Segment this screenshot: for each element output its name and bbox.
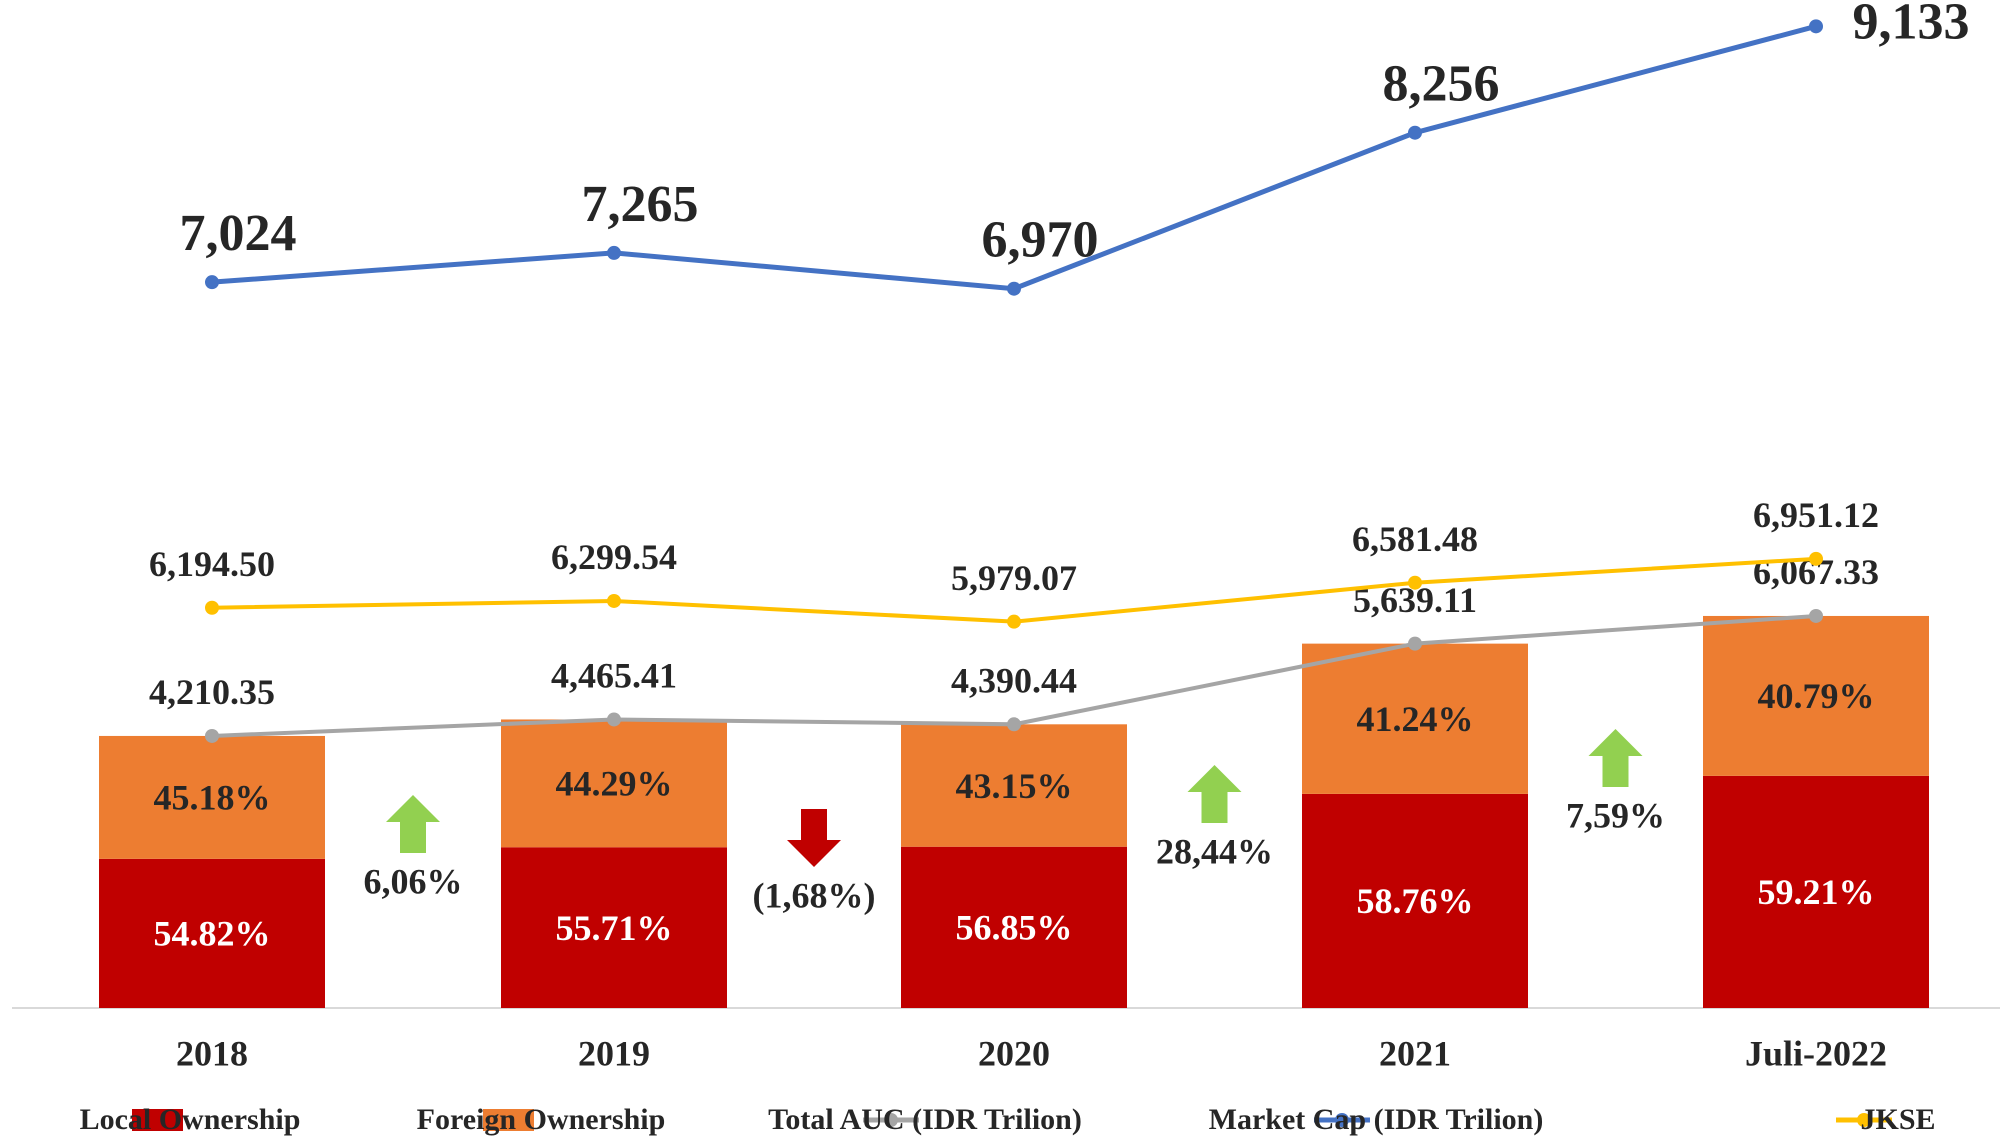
annotation: 28,44%	[1156, 831, 1273, 871]
legend-label: Local Ownership	[80, 1103, 301, 1136]
bar-label: 40.79%	[1758, 676, 1875, 716]
bar-segment	[501, 847, 727, 1008]
bar-segment	[901, 846, 1127, 1008]
bar-label: 58.76%	[1357, 881, 1474, 921]
bar-segment	[99, 858, 325, 1008]
legend-swatch	[1335, 1113, 1349, 1127]
line-point	[1007, 281, 1021, 296]
line-label: 5,979.07	[951, 558, 1077, 598]
line-point	[205, 275, 219, 290]
line-label: 4,210.35	[149, 672, 275, 712]
line-point	[1809, 19, 1823, 34]
bar-label: 56.85%	[956, 908, 1073, 948]
bar-segment	[1703, 775, 1929, 1008]
line-label: 8,256	[1383, 56, 1500, 113]
x-tick-label: Juli-2022	[1745, 1033, 1887, 1073]
line-point	[607, 712, 621, 727]
legend-swatch	[483, 1109, 534, 1131]
line-point	[1809, 551, 1823, 566]
line-label: 6,951.12	[1753, 495, 1879, 535]
legend-label: Total AUC (IDR Trilion)	[768, 1103, 1082, 1136]
legend-label: Market Cap (IDR Trilion)	[1209, 1103, 1544, 1136]
line-label: 7,265	[582, 176, 699, 233]
line-point	[607, 245, 621, 260]
line-label: 6,194.50	[149, 544, 275, 584]
bar-label: 44.29%	[556, 764, 673, 804]
line-point	[1007, 614, 1021, 629]
bar-segment	[1703, 615, 1929, 776]
legend-swatch	[1857, 1113, 1871, 1127]
bar-label: 54.82%	[154, 914, 271, 954]
legend-label: Foreign Ownership	[417, 1103, 666, 1136]
line-label: 6,581.48	[1352, 519, 1478, 559]
x-tick-label: 2019	[578, 1033, 650, 1073]
bar-label: 59.21%	[1758, 872, 1875, 912]
line-label: 6,299.54	[551, 537, 677, 577]
line-label: 4,465.41	[551, 656, 677, 696]
bar-segment	[99, 735, 325, 859]
bar-segment	[901, 724, 1127, 847]
trend-arrow	[1588, 729, 1643, 787]
line-point	[1809, 608, 1823, 623]
legend-swatch	[132, 1109, 183, 1131]
line-point	[1408, 636, 1422, 651]
x-tick-label: 2021	[1379, 1033, 1451, 1073]
bar-label: 43.15%	[956, 766, 1073, 806]
line-label: 4,390.44	[951, 661, 1077, 701]
trend-arrow	[787, 809, 841, 867]
x-tick-label: 2018	[176, 1033, 248, 1073]
annotation: (1,68%)	[753, 875, 876, 915]
bar-segment	[1302, 643, 1528, 794]
bar-label: 55.71%	[556, 908, 673, 948]
line-point	[1408, 575, 1422, 590]
trend-arrow	[1187, 765, 1242, 823]
line-point	[205, 728, 219, 743]
line-point	[1408, 125, 1422, 140]
annotation: 7,59%	[1566, 795, 1665, 835]
trend-arrow	[386, 795, 440, 853]
bar-label: 45.18%	[154, 778, 271, 818]
x-tick-label: 2020	[978, 1033, 1050, 1073]
legend-label: JKSE	[1860, 1103, 1935, 1136]
bar-segment	[1302, 793, 1528, 1008]
line-point	[1007, 717, 1021, 732]
line-label: 9,133	[1853, 0, 1970, 50]
line-point	[205, 600, 219, 615]
legend-swatch	[884, 1113, 898, 1127]
line-point	[607, 593, 621, 608]
line-label: 6,970	[982, 212, 1099, 269]
bar-segment	[501, 719, 727, 848]
annotation: 6,06%	[364, 861, 463, 901]
line-label: 7,024	[180, 205, 297, 262]
bar-label: 41.24%	[1357, 699, 1474, 739]
